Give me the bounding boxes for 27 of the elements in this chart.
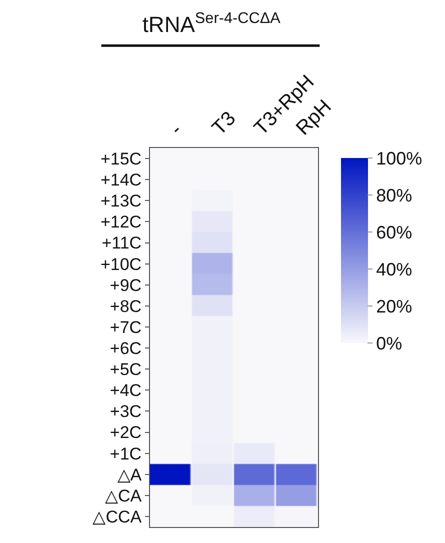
chart-title: tRNA$^{Ser-4-CCΔA}$ <box>142 10 282 38</box>
x-tick-label: T3 <box>208 108 240 140</box>
y-tick-label: +13C <box>100 192 142 211</box>
y-tick-label: +1C <box>110 444 142 464</box>
color-bar-label: 60% <box>376 222 412 242</box>
y-tick-label: +3C <box>110 402 142 422</box>
y-tick-label: +9C <box>110 276 142 295</box>
y-tick-label: △CCA <box>92 507 142 526</box>
color-bar-label: 0% <box>376 333 402 354</box>
y-tick-label: +2C <box>110 423 142 442</box>
y-tick-label: +8C <box>110 296 142 316</box>
color-bar-label: 40% <box>376 259 412 280</box>
color-bar-label: 80% <box>376 185 412 206</box>
y-tick-label: +11C <box>102 234 142 253</box>
y-tick-label: △CA <box>104 486 142 506</box>
color-bar-label: 20% <box>376 296 412 316</box>
y-tick-label: △A <box>117 465 142 484</box>
y-tick-label: +10C <box>100 254 142 274</box>
y-tick-label: +4C <box>110 381 142 400</box>
color-bar-label: 100% <box>376 148 422 168</box>
y-tick-label: +12C <box>100 212 142 232</box>
y-tick-label: +5C <box>110 360 142 380</box>
x-tick-label: - <box>166 119 186 140</box>
y-tick-label: +15C <box>100 149 142 168</box>
y-tick-label: +14C <box>100 170 142 190</box>
y-tick-label: +7C <box>110 318 142 337</box>
y-tick-label: +6C <box>110 338 142 358</box>
